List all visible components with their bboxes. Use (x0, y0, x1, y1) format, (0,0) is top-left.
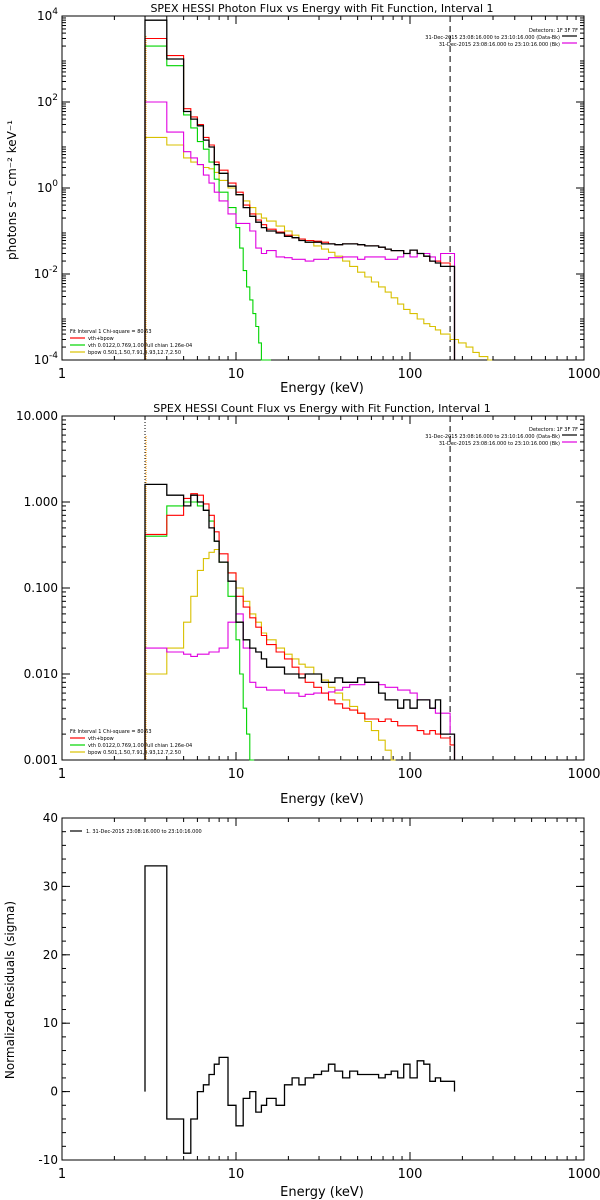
x-axis-label: Energy (keV) (280, 1185, 364, 1200)
legend-data-entry: 31-Dec-2015 23:08:16.000 to 23:10:16.000… (425, 35, 560, 41)
y-tick-label: 10-4 (34, 351, 59, 367)
series-bpow-line (144, 136, 493, 361)
series-vth-line (144, 45, 271, 361)
series-bk-line (144, 101, 456, 360)
x-tick-label: 1 (58, 1167, 66, 1182)
plot-frame (61, 415, 585, 761)
legend-data-entry: 31-Dec-2015 23:08:16.000 to 23:10:16.000… (425, 434, 560, 440)
plot-frame (61, 817, 585, 1161)
chart-title: SPEX HESSI Count Flux vs Energy with Fit… (153, 402, 490, 415)
y-tick-label: 40 (43, 811, 58, 825)
x-axis-label: Energy (keV) (280, 792, 364, 807)
legend-residuals-entry: 1. 31-Dec-2015 23:08:16.000 to 23:10:16.… (86, 829, 202, 835)
y-tick-label: 0 (50, 1085, 58, 1099)
x-tick-label: 100 (398, 767, 423, 782)
legend-total-label: vth+bpow (88, 336, 114, 342)
x-tick-label: 10 (228, 1167, 245, 1182)
y-tick-label: 0.001 (24, 753, 58, 767)
legend-bpow-label: bpow 0.501,1.50,7.91,4.93,12.7,2.50 (88, 350, 181, 356)
x-tick-label: 100 (398, 1167, 423, 1182)
x-axis-label: Energy (keV) (280, 381, 364, 396)
plot-frame (61, 15, 585, 361)
y-tick-label: 0.100 (24, 581, 58, 595)
series-data-line (144, 483, 456, 760)
x-tick-label: 10 (228, 367, 245, 382)
series-total-line (144, 37, 456, 360)
x-tick-label: 100 (398, 367, 423, 382)
chart-title: SPEX HESSI Photon Flux vs Energy with Fi… (150, 2, 493, 15)
y-tick-label: 102 (37, 93, 58, 109)
x-tick-label: 1000 (567, 767, 600, 782)
legend-total-label: vth+bpow (88, 736, 114, 742)
y-tick-label: 20 (43, 948, 58, 962)
photon-flux-panel: SPEX HESSI Photon Flux vs Energy with Fi… (5, 2, 600, 396)
y-tick-label: 30 (43, 879, 58, 893)
residuals-panel: 1. 31-Dec-2015 23:08:16.000 to 23:10:16.… (3, 811, 600, 1200)
series-bpow-line (144, 548, 396, 761)
y-tick-label: 10-2 (34, 265, 58, 281)
series-data-line (144, 865, 456, 1154)
y-tick-label: -10 (38, 1153, 58, 1167)
x-tick-label: 1000 (567, 1167, 600, 1182)
legend-vth-label: vth 0.0122,0.769,1.00 full chian 1.26e-0… (88, 743, 192, 749)
y-tick-label: 10 (43, 1016, 58, 1030)
y-tick-label: 10.000 (16, 409, 58, 423)
legend-bpow-label: bpow 0.501,1.50,7.91,4.93,12.7,2.50 (88, 750, 181, 756)
y-tick-label: 0.010 (24, 667, 58, 681)
fit-interval-label: Fit Interval 1 Chi-square = 80.63 (70, 329, 152, 335)
legend-background-entry: 31-Dec-2015 23:08:16.000 to 23:10:16.000… (439, 441, 560, 447)
series-vth-line (144, 501, 255, 761)
y-tick-label: 100 (37, 179, 58, 195)
x-tick-label: 1000 (567, 367, 600, 382)
fit-interval-label: Fit Interval 1 Chi-square = 80.63 (70, 729, 152, 735)
x-tick-label: 10 (228, 767, 245, 782)
series-data-line (144, 19, 456, 360)
series-total-line (144, 493, 456, 760)
y-tick-label: 1.000 (24, 495, 58, 509)
series-bk-line (144, 613, 456, 760)
x-tick-label: 1 (58, 367, 66, 382)
y-axis-label: Normalized Residuals (sigma) (3, 901, 17, 1079)
detectors-label: Detectors: 1F 3F 7F (529, 28, 578, 34)
legend-background-entry: 31-Dec-2015 23:08:16.000 to 23:10:16.000… (439, 42, 560, 48)
x-tick-label: 1 (58, 767, 66, 782)
detectors-label: Detectors: 1F 3F 7F (529, 427, 578, 433)
legend-vth-label: vth 0.0122,0.769,1.00 full chian 1.26e-0… (88, 343, 192, 349)
y-axis-label: photons s⁻¹ cm⁻² keV⁻¹ (5, 120, 19, 260)
count-flux-panel: SPEX HESSI Count Flux vs Energy with Fit… (16, 402, 600, 807)
y-tick-label: 104 (37, 7, 58, 23)
